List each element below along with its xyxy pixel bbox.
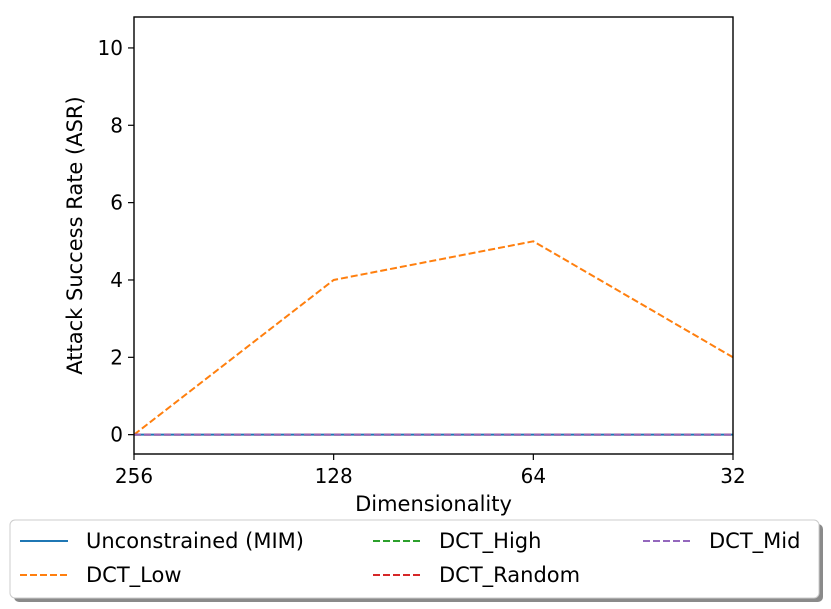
series-lines — [134, 240, 733, 436]
x-axis-label: Dimensionality — [355, 492, 512, 516]
legend-label: DCT_Low — [86, 563, 182, 588]
y-axis-ticks: 0 2 4 6 8 10 — [98, 36, 134, 447]
x-tick-label: 64 — [521, 464, 546, 488]
legend-box — [9, 519, 820, 599]
y-axis-label: Attack Success Rate (ASR) — [63, 96, 87, 374]
legend-items: Unconstrained (MIM) DCT_Low DCT_High DCT_Ra… — [20, 529, 800, 588]
x-tick-label: 32 — [720, 464, 745, 488]
y-tick-label: 6 — [110, 191, 123, 215]
y-tick-label: 10 — [98, 36, 123, 60]
x-axis-ticks: 256 128 64 32 — [115, 454, 746, 488]
legend-label: DCT_Mid — [709, 529, 800, 554]
y-tick-label: 4 — [110, 268, 123, 292]
legend: Unconstrained (MIM) DCT_Low DCT_High DCT_Ra… — [9, 519, 823, 602]
legend-label: DCT_Random — [439, 563, 580, 588]
legend-label: Unconstrained (MIM) — [86, 529, 304, 553]
plot-frame — [133, 16, 734, 455]
y-tick-label: 2 — [110, 345, 123, 369]
y-tick-label: 8 — [110, 113, 123, 137]
y-tick-label: 0 — [110, 423, 123, 447]
series-line-dct-low — [134, 240, 733, 436]
x-tick-label: 128 — [315, 464, 353, 488]
legend-label: DCT_High — [439, 529, 541, 554]
x-tick-label: 256 — [115, 464, 153, 488]
